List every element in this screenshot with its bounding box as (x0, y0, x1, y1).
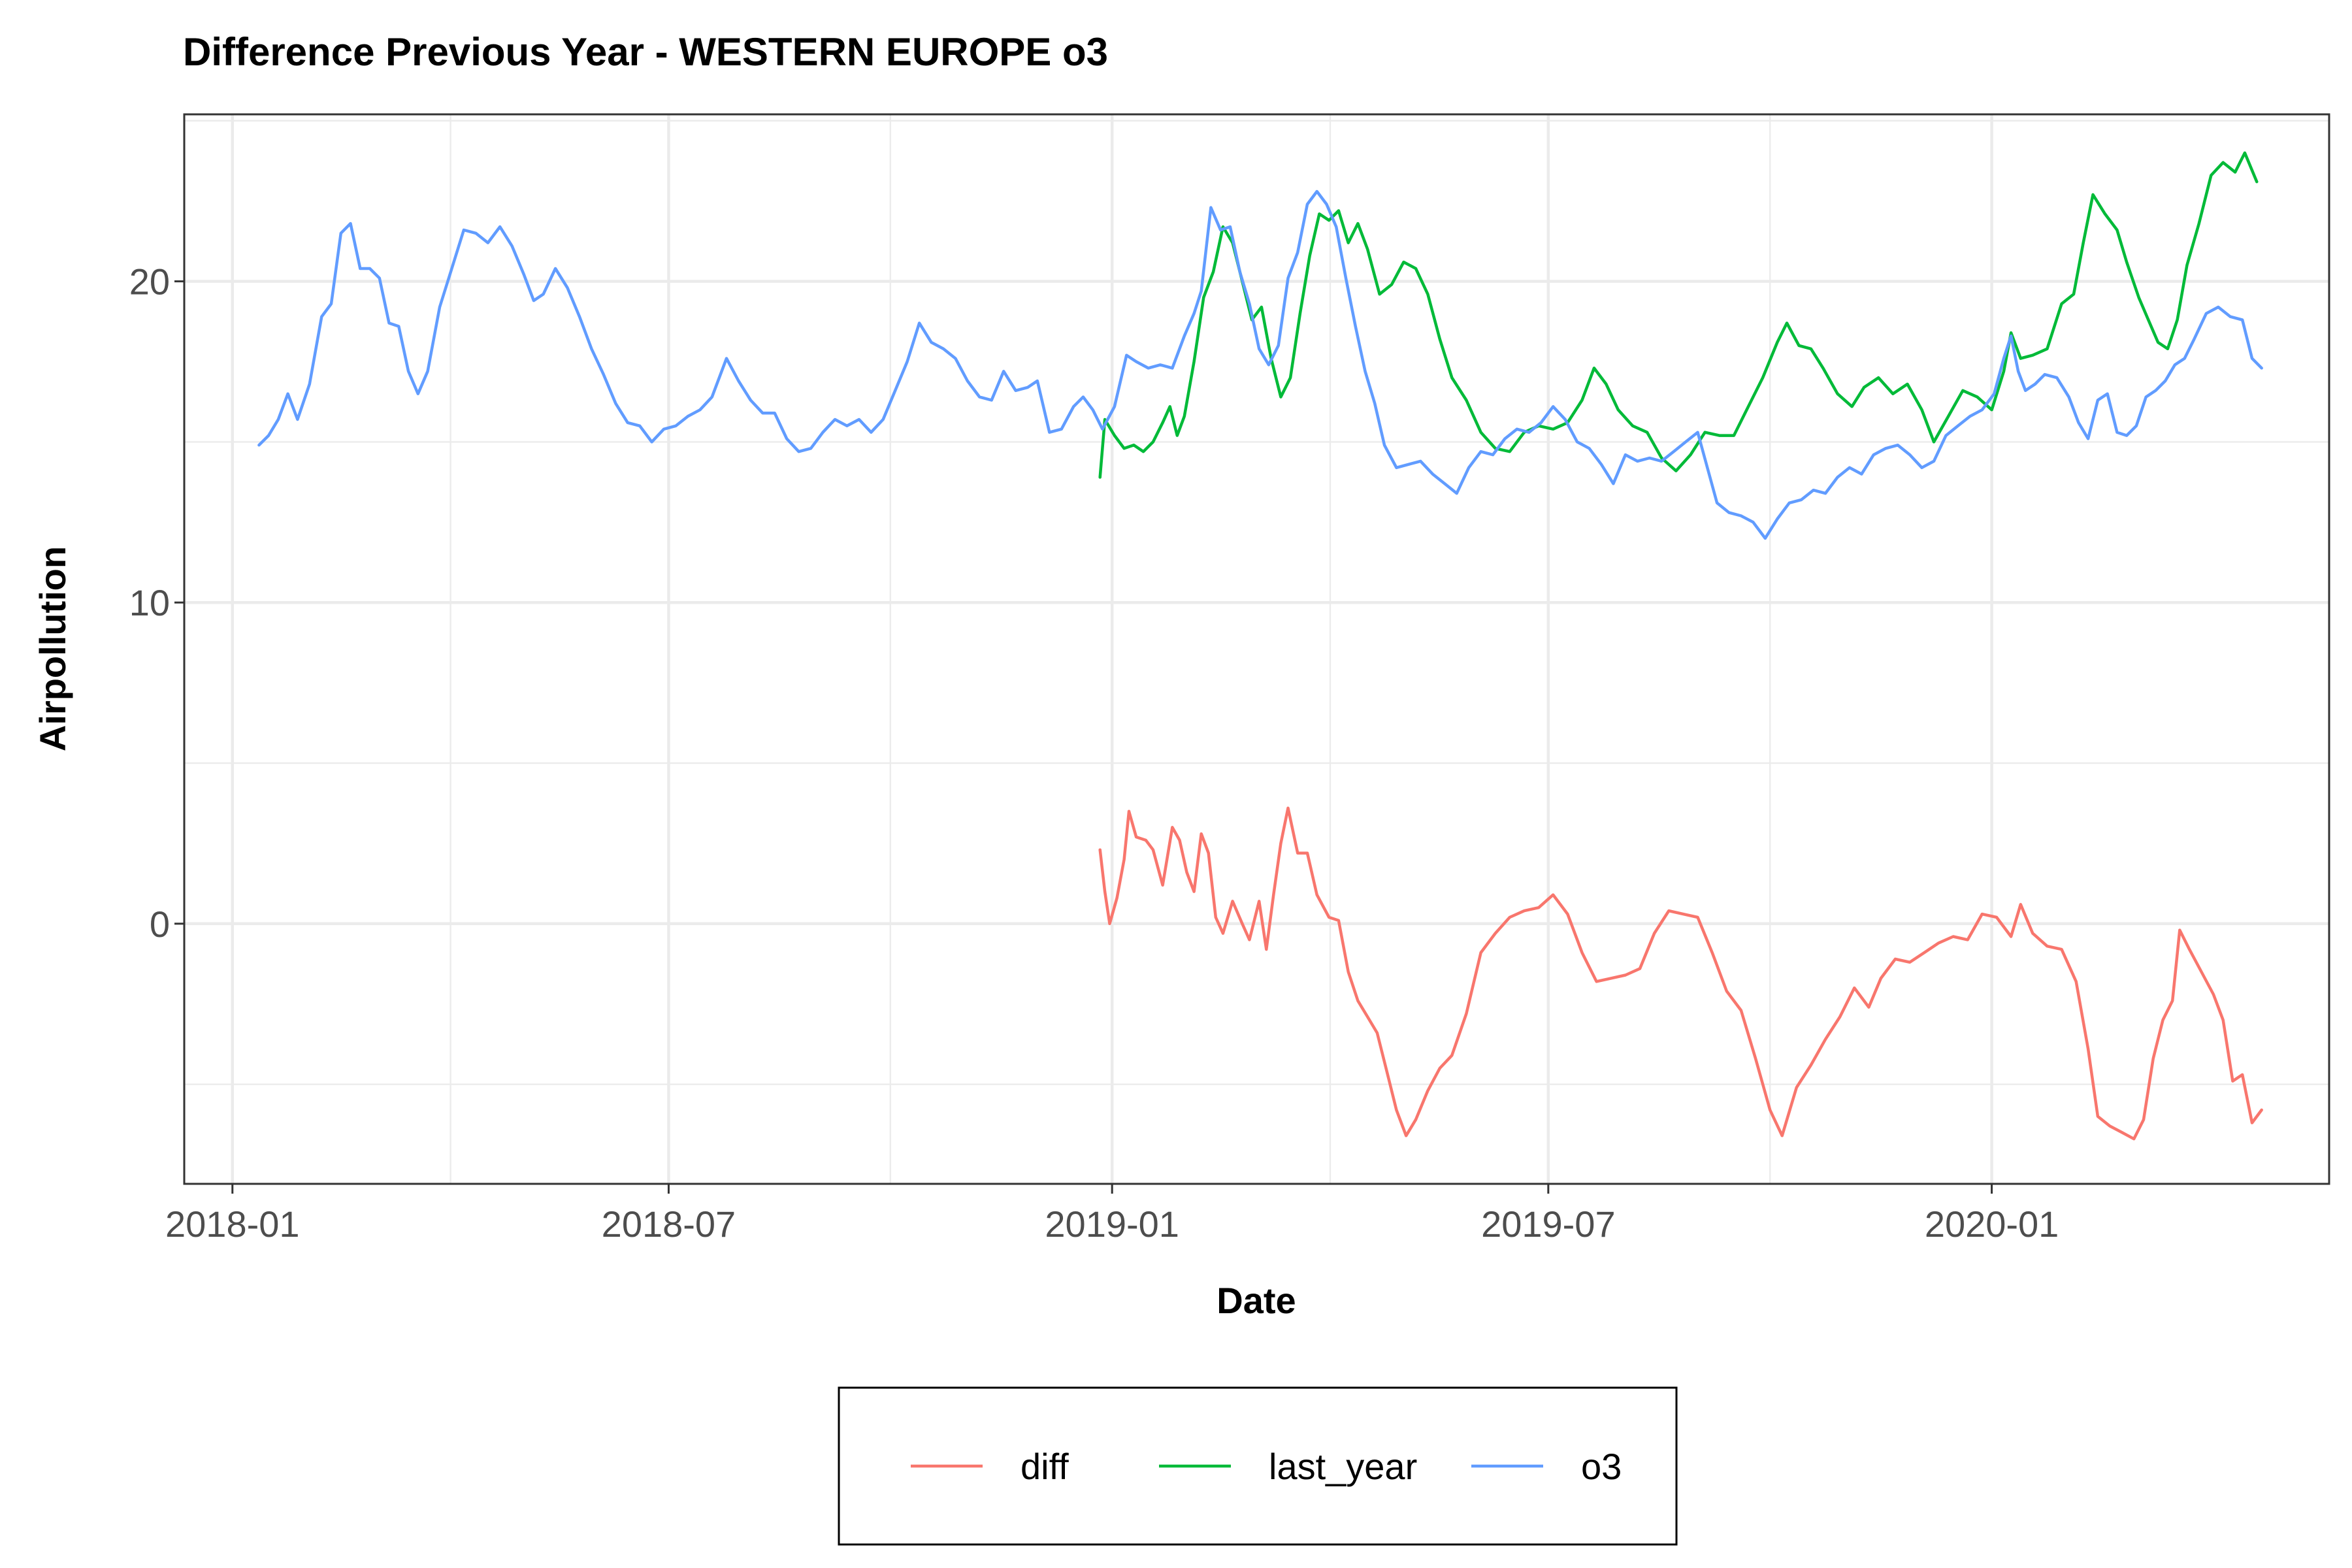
x-tick-label: 2018-07 (602, 1203, 736, 1245)
legend: diff last_year o3 (838, 1386, 1678, 1546)
y-axis: 0 10 20 (129, 261, 184, 945)
legend-label-diff: diff (1021, 1446, 1069, 1487)
x-tick-label: 2019-07 (1481, 1203, 1616, 1245)
chart-title: Difference Previous Year - WESTERN EUROP… (183, 30, 1108, 74)
plot-panel (183, 113, 2330, 1185)
legend-label-last-year: last_year (1269, 1446, 1417, 1487)
major-gridlines (184, 114, 2329, 1184)
x-tick-label: 2020-01 (1925, 1203, 2059, 1245)
y-axis-title: Airpollution (32, 546, 73, 751)
x-axis-title: Date (1217, 1280, 1296, 1321)
series-line-diff (1098, 806, 2263, 1141)
series-lines (257, 151, 2263, 1141)
minor-gridlines (184, 114, 2329, 1184)
y-tick-label: 10 (129, 582, 170, 623)
legend-label-o3: o3 (1581, 1446, 1622, 1487)
x-tick-label: 2019-01 (1045, 1203, 1179, 1245)
series-line-o3 (257, 189, 2263, 540)
y-tick-label: 0 (150, 904, 170, 945)
y-tick-label: 20 (129, 261, 170, 302)
x-tick-label: 2018-01 (165, 1203, 300, 1245)
x-axis: 2018-01 2018-07 2019-01 2019-07 2020-01 (165, 1184, 2059, 1245)
